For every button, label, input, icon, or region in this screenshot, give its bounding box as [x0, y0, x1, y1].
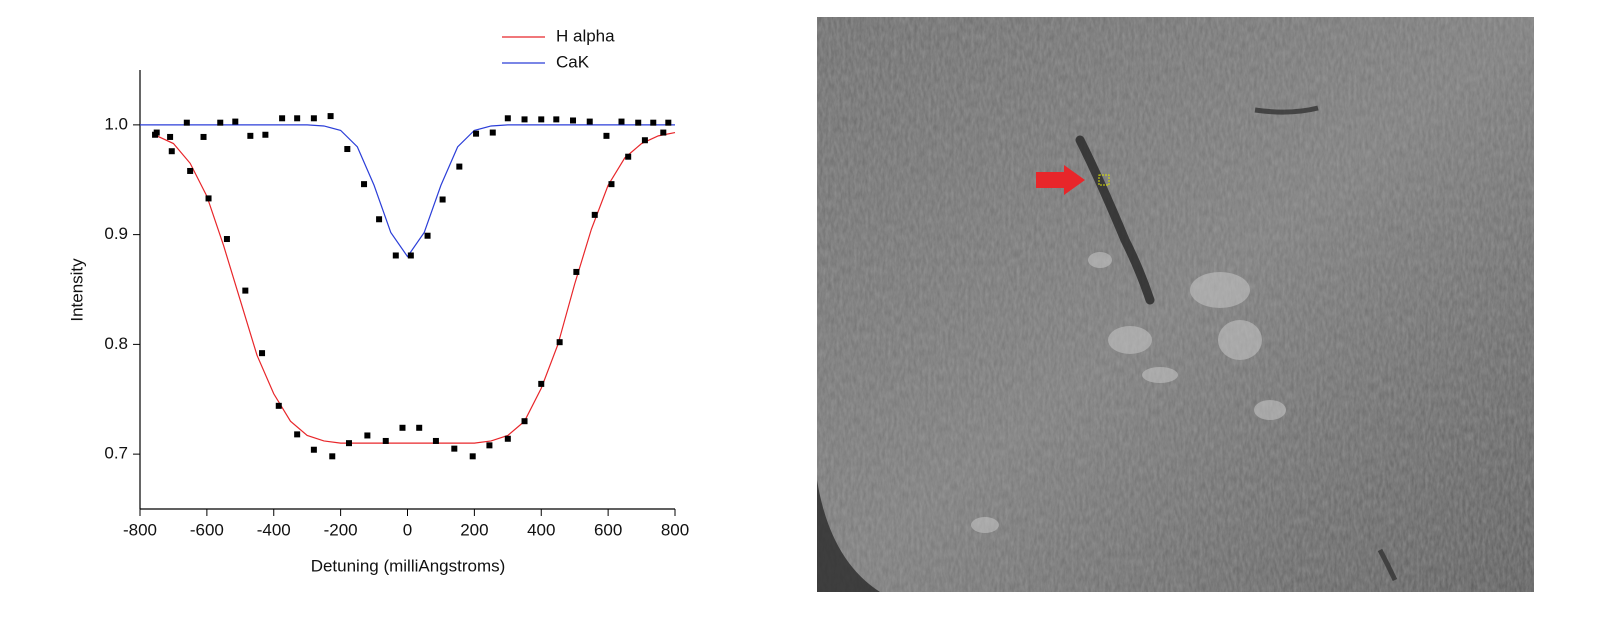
y-tick-label: 1.0: [104, 114, 128, 133]
fit-line: [156, 131, 676, 444]
x-axis-label: Detuning (milliAngstroms): [311, 556, 506, 575]
data-point: [399, 424, 406, 431]
data-point: [538, 116, 545, 123]
data-point: [469, 453, 476, 460]
data-point: [327, 113, 334, 120]
data-point: [591, 211, 598, 218]
data-point: [556, 339, 563, 346]
solar-image: [817, 17, 1534, 592]
data-point: [205, 195, 212, 202]
data-point: [223, 236, 230, 243]
data-point: [329, 453, 336, 460]
data-point: [242, 287, 249, 294]
data-point: [279, 115, 286, 122]
x-tick-label: 200: [460, 520, 488, 539]
legend-label: CaK: [556, 52, 590, 71]
data-point: [407, 252, 414, 259]
x-tick-label: 400: [527, 520, 555, 539]
data-point: [344, 146, 351, 153]
data-point: [259, 350, 266, 357]
x-tick-label: 600: [594, 520, 622, 539]
arrow: [1036, 165, 1085, 195]
data-point: [553, 116, 560, 123]
data-point: [608, 181, 615, 188]
data-point: [364, 432, 371, 439]
data-point: [167, 133, 174, 140]
data-point: [424, 232, 431, 239]
data-point: [310, 446, 317, 453]
data-point: [451, 445, 458, 452]
data-point: [361, 181, 368, 188]
x-tick-label: -800: [123, 520, 157, 539]
data-point: [504, 115, 511, 122]
data-point: [538, 380, 545, 387]
data-point: [345, 440, 352, 447]
data-point: [665, 119, 672, 126]
x-tick-label: 0: [403, 520, 412, 539]
data-point: [521, 116, 528, 123]
data-point: [200, 133, 207, 140]
data-point: [456, 163, 463, 170]
data-point: [504, 435, 511, 442]
data-point: [217, 119, 224, 126]
data-point: [641, 137, 648, 144]
data-point: [439, 196, 446, 203]
data-point: [650, 119, 657, 126]
data-point: [486, 442, 493, 449]
data-point: [376, 216, 383, 223]
data-point: [489, 129, 496, 136]
data-point: [432, 437, 439, 444]
chart: Detuning (milliAngstroms) Intensity -800…: [67, 26, 689, 575]
legend-label: H alpha: [556, 26, 615, 45]
x-tick-label: -600: [190, 520, 224, 539]
data-point: [416, 424, 423, 431]
data-point: [586, 118, 593, 125]
data-point: [294, 115, 301, 122]
data-point: [570, 117, 577, 124]
y-tick-label: 0.8: [104, 334, 128, 353]
data-point: [660, 129, 667, 136]
data-point: [603, 132, 610, 139]
data-point: [153, 129, 160, 136]
data-point: [521, 418, 528, 425]
data-point: [382, 437, 389, 444]
data-point: [232, 118, 239, 125]
data-point: [294, 431, 301, 438]
data-point: [275, 402, 282, 409]
data-point: [168, 148, 175, 155]
x-tick-label: -200: [324, 520, 358, 539]
data-point: [310, 115, 317, 122]
data-point: [618, 118, 625, 125]
marker-box: [1098, 174, 1110, 186]
data-point: [262, 131, 269, 138]
data-point: [183, 119, 190, 126]
y-tick-label: 0.7: [104, 444, 128, 463]
x-tick-label: 800: [661, 520, 689, 539]
data-point: [625, 153, 632, 160]
x-tick-label: -400: [257, 520, 291, 539]
y-tick-label: 0.9: [104, 224, 128, 243]
data-point: [247, 132, 254, 139]
data-point: [573, 268, 580, 275]
data-point: [392, 252, 399, 259]
data-point: [635, 119, 642, 126]
y-axis-label: Intensity: [67, 258, 86, 322]
fit-line: [140, 124, 675, 258]
data-point: [473, 130, 480, 137]
data-point: [187, 167, 194, 174]
